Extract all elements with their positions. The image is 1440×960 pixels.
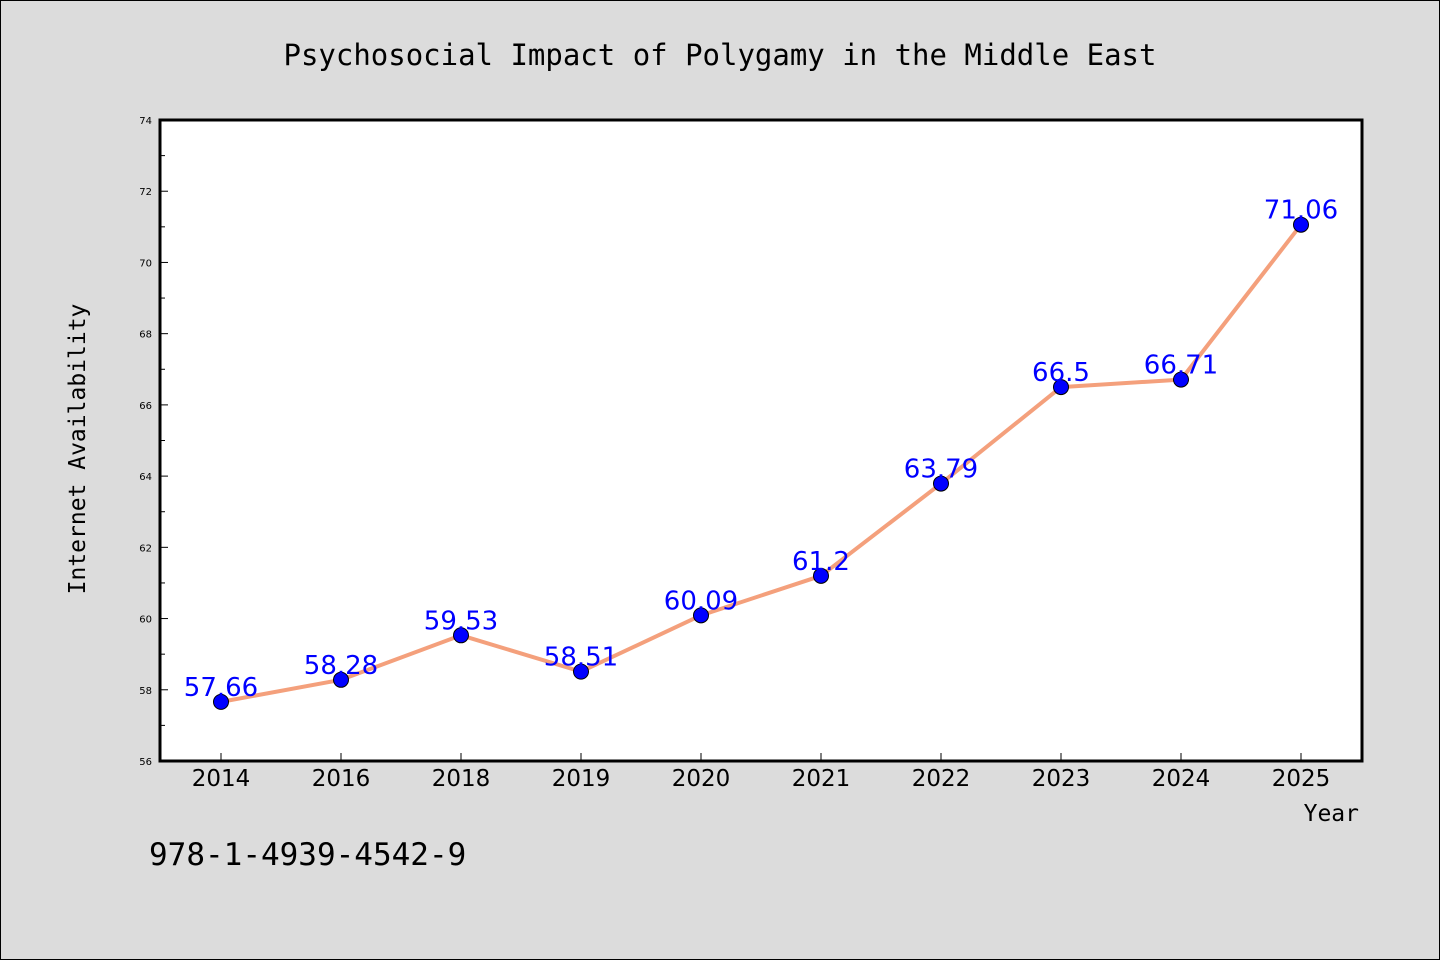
data-label: 71.06 xyxy=(1264,196,1338,226)
x-axis-label: Year xyxy=(1304,801,1359,827)
data-points xyxy=(213,216,1309,710)
series-line xyxy=(219,222,1303,704)
x-tick-label: 2020 xyxy=(672,766,731,792)
x-axis-ticks: 2014 2016 2018 2019 2020 2021 2022 2023 2024 2025 xyxy=(192,753,1331,792)
y-tick-label: 68 xyxy=(139,330,152,341)
y-axis-ticks: 56 58 60 62 64 66 68 70 72 74 xyxy=(139,116,168,768)
x-tick-label: 2019 xyxy=(552,766,611,792)
data-label: 61.2 xyxy=(792,547,850,577)
y-tick-label: 66 xyxy=(139,401,152,412)
x-tick-label: 2022 xyxy=(912,766,971,792)
x-tick-label: 2016 xyxy=(312,766,371,792)
data-label: 57.66 xyxy=(184,673,258,703)
data-label: 63.79 xyxy=(904,455,978,485)
data-point xyxy=(573,663,589,680)
data-label: 60.09 xyxy=(664,586,738,616)
y-tick-label: 56 xyxy=(139,757,152,768)
y-tick-label: 58 xyxy=(139,686,152,697)
x-tick-label: 2021 xyxy=(792,766,851,792)
data-point xyxy=(333,671,349,688)
y-tick-label: 70 xyxy=(139,258,152,269)
data-point xyxy=(453,627,469,644)
x-tick-label: 2025 xyxy=(1272,766,1331,792)
isbn-text: 978-1-4939-4542-9 xyxy=(149,837,466,873)
data-label: 66.5 xyxy=(1032,358,1090,388)
data-label: 66.71 xyxy=(1144,351,1218,381)
data-point xyxy=(813,567,829,584)
chart-title: Psychosocial Impact of Polygamy in the M… xyxy=(284,38,1157,72)
data-point xyxy=(933,475,949,492)
data-label: 59.53 xyxy=(424,606,498,636)
data-point xyxy=(1053,379,1069,396)
y-tick-label: 64 xyxy=(139,472,152,483)
data-point xyxy=(1293,216,1309,233)
data-point xyxy=(213,693,229,710)
x-tick-label: 2018 xyxy=(432,766,491,792)
data-point xyxy=(693,607,709,624)
y-tick-label: 72 xyxy=(139,187,152,198)
x-tick-label: 2024 xyxy=(1152,766,1211,792)
y-tick-label: 74 xyxy=(139,116,152,127)
x-tick-label: 2014 xyxy=(192,766,251,792)
y-tick-label: 60 xyxy=(139,615,152,626)
plot-area xyxy=(158,118,1364,763)
data-label: 58.28 xyxy=(304,651,378,681)
y-axis-label: Internet Availability xyxy=(65,304,91,595)
data-label: 58.51 xyxy=(544,643,618,673)
y-tick-label: 62 xyxy=(139,543,152,554)
series-line-group xyxy=(219,222,1303,704)
data-labels: 57.66 58.28 59.53 58.51 60.09 61.2 63.79 66.5 66… xyxy=(184,196,1338,703)
data-point xyxy=(1173,371,1189,388)
x-tick-label: 2023 xyxy=(1032,766,1091,792)
